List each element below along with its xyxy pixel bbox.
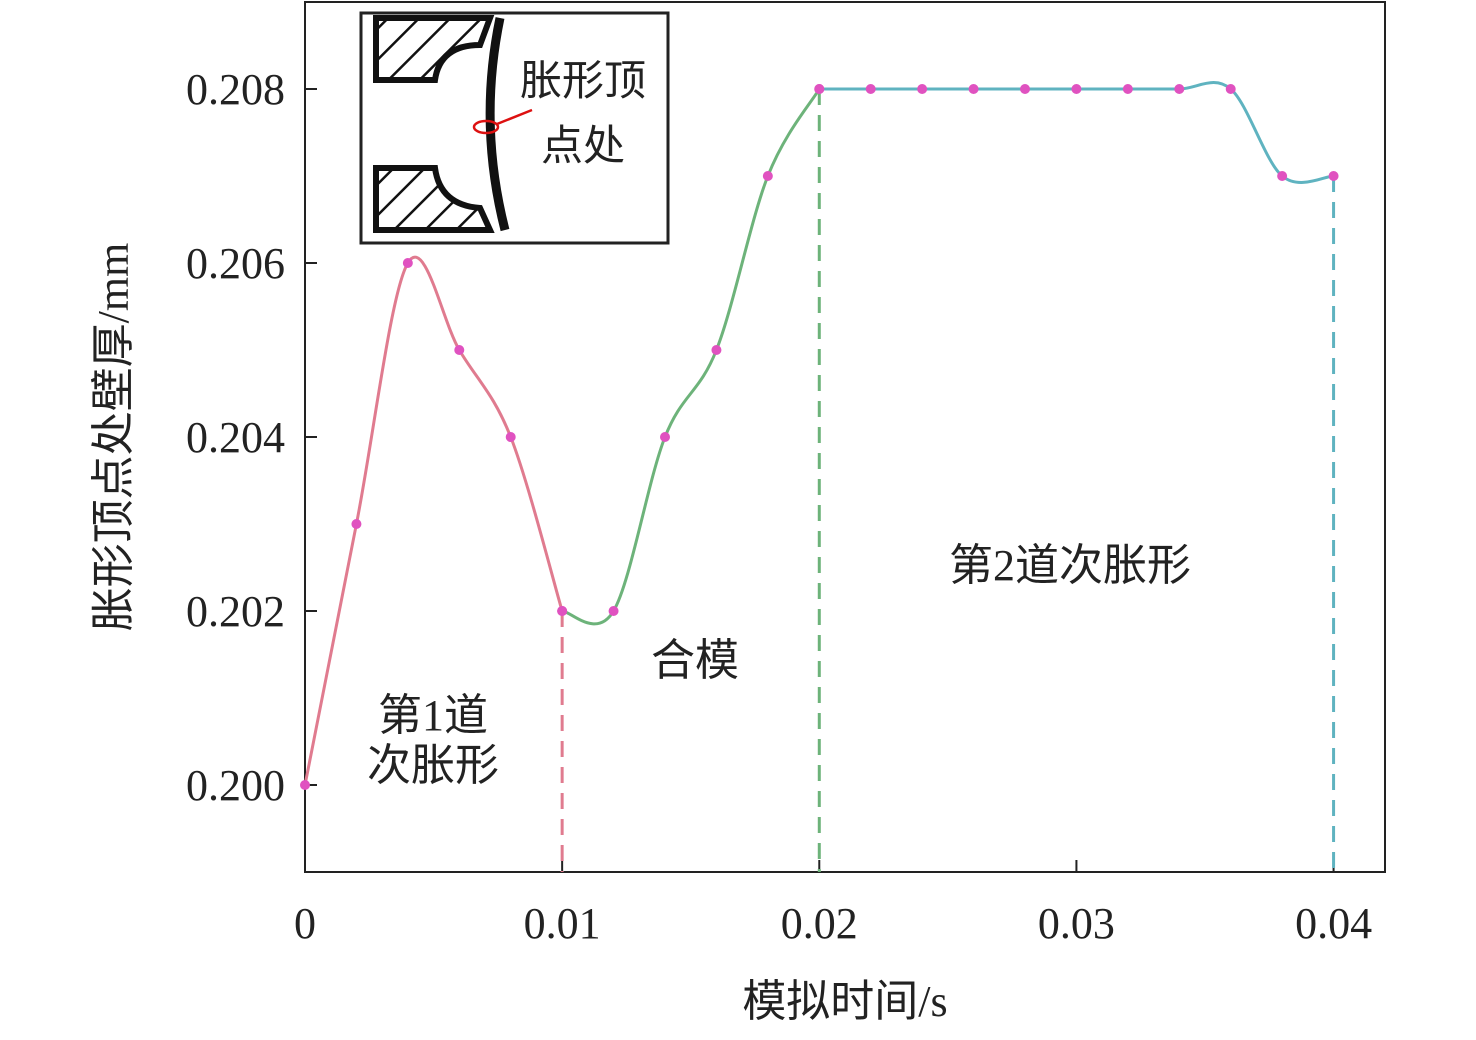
data-point <box>557 606 568 616</box>
inset-label: 点处 <box>541 124 625 170</box>
data-point <box>402 258 413 268</box>
inset-label: 胀形顶 <box>520 59 646 105</box>
data-point <box>1122 84 1133 94</box>
data-point <box>300 780 310 790</box>
data-point <box>917 84 928 94</box>
data-point <box>454 345 465 355</box>
data-point <box>608 606 619 616</box>
die-lower <box>373 165 495 233</box>
die-upper <box>373 15 495 83</box>
y-tick-label: 0.208 <box>186 65 285 114</box>
annotation: 次胀形 <box>367 741 499 790</box>
apex-marker <box>472 119 500 135</box>
data-point <box>814 84 825 94</box>
annotation: 合模 <box>651 636 739 685</box>
data-point <box>1071 84 1082 94</box>
y-tick-label: 0.200 <box>186 761 285 810</box>
x-tick-label: 0.01 <box>524 899 601 948</box>
data-point <box>1020 84 1030 94</box>
data-point <box>1174 84 1185 94</box>
data-point <box>968 84 979 94</box>
data-point <box>711 345 722 355</box>
y-tick-label: 0.202 <box>186 587 285 636</box>
data-point <box>762 171 773 181</box>
data-point <box>351 519 362 529</box>
y-tick-label: 0.206 <box>186 239 285 288</box>
series-line <box>303 255 564 786</box>
inset: 胀形顶 点处 <box>359 11 670 245</box>
data-point <box>1225 84 1236 94</box>
apex-leader <box>496 108 533 126</box>
x-tick-label: 0.04 <box>1295 899 1372 948</box>
data-point <box>660 432 670 442</box>
x-tick-label: 0.03 <box>1038 899 1115 948</box>
series-line <box>819 81 1334 184</box>
x-tick-label: 0.02 <box>781 899 858 948</box>
x-tick-label: 0 <box>294 899 316 948</box>
data-point <box>1328 171 1339 181</box>
data-point <box>865 84 876 94</box>
annotation: 第1道 <box>378 691 488 740</box>
x-axis-label: 模拟时间/s <box>742 977 947 1026</box>
annotation: 第2道次胀形 <box>949 541 1191 590</box>
data-point <box>505 432 516 442</box>
y-tick-label: 0.204 <box>186 413 285 462</box>
y-axis-label: 胀形顶点处壁厚/mm <box>89 243 138 632</box>
tube-wall <box>485 17 510 232</box>
data-point <box>1277 171 1288 181</box>
